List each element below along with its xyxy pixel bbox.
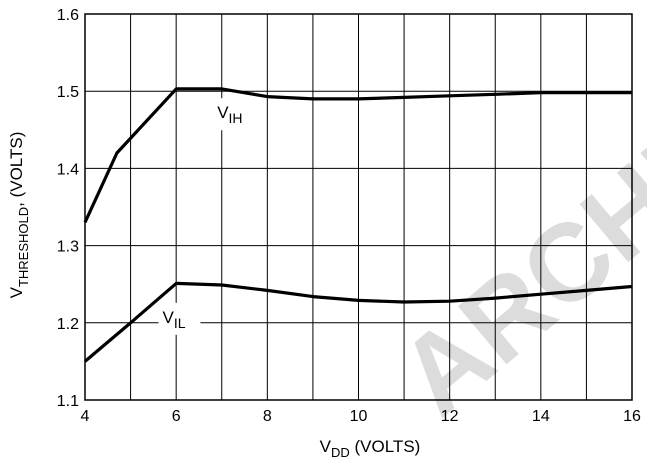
series-label-bg <box>213 98 256 131</box>
x-tick-label: 10 <box>350 408 368 425</box>
x-tick-label: 12 <box>441 408 459 425</box>
plot-frame <box>84 13 633 401</box>
x-axis-label-rest: (VOLTS) <box>350 437 421 456</box>
y-axis-label: VTHRESHOLD, (VOLTS) <box>7 132 31 299</box>
y-tick-label: 1.2 <box>57 316 79 333</box>
x-axis-label-sub: DD <box>331 445 350 460</box>
x-tick-label: 8 <box>263 408 272 425</box>
x-tick-label: 14 <box>532 408 550 425</box>
y-tick-label: 1.6 <box>57 7 79 24</box>
y-tick-labels: 1.1 1.2 1.3 1.4 1.5 1.6 <box>57 7 79 410</box>
x-tick-label: 6 <box>172 408 181 425</box>
series-lines <box>83 87 633 363</box>
y-tick-label: 1.3 <box>57 239 79 256</box>
x-axis-label: VDD (VOLTS) <box>320 437 421 460</box>
series-labels: VIH VIL <box>158 98 256 335</box>
x-axis-label-main: V <box>320 437 332 456</box>
series-label-bg <box>158 302 201 335</box>
x-tick-label: 4 <box>81 408 90 425</box>
y-tick-label: 1.4 <box>57 161 79 178</box>
y-axis-label-main: V <box>7 286 26 298</box>
y-axis-label-rest: , (VOLTS) <box>7 132 26 207</box>
y-tick-label: 1.5 <box>57 84 79 101</box>
y-axis-label-sub: THRESHOLD <box>16 207 31 287</box>
series-label-ih: VIH <box>217 103 242 126</box>
x-tick-labels: 4 6 8 10 12 14 16 <box>81 408 641 425</box>
archived-watermark: ARCHIVED <box>376 0 647 438</box>
series-line-ih <box>83 87 632 224</box>
series-line-il <box>83 281 633 363</box>
y-tick-label: 1.1 <box>57 393 79 410</box>
x-tick-label: 16 <box>623 408 641 425</box>
series-label-il: VIL <box>162 308 185 331</box>
